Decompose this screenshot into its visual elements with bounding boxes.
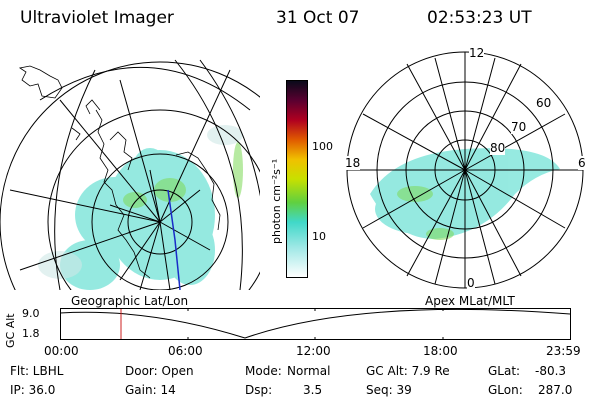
coastline	[18, 65, 221, 279]
ip-value: IP: 36.0	[10, 383, 56, 397]
dsp-value: 3.5	[303, 383, 323, 397]
filter-value: Flt: LBHL	[10, 364, 64, 378]
graticule	[0, 59, 260, 290]
colorbar-tick-10: 10	[312, 230, 326, 243]
glat-value: -80.3	[535, 364, 567, 378]
satellite-track	[167, 189, 181, 290]
sequence-number: Seq: 39	[366, 383, 412, 397]
mlt-label-12: 12	[469, 46, 485, 60]
door-status: Door: Open	[125, 364, 194, 378]
mlt-label-0: 0	[467, 276, 475, 290]
glon-label: GLon:	[488, 383, 523, 397]
dsp-label: Dsp:	[245, 383, 273, 397]
polar-plot	[346, 51, 584, 289]
geographic-caption: Geographic Lat/Lon	[71, 294, 189, 308]
orbit-ytick-min: 1.8	[22, 327, 40, 340]
orbit-xtick-4: 23:59	[546, 344, 581, 358]
color-scale-bar	[286, 80, 308, 278]
image-time: 02:53:23 UT	[427, 8, 532, 28]
lat-label-60: 60	[536, 96, 552, 110]
orbit-ytick-max: 9.0	[22, 307, 40, 320]
mode-label: Mode:	[245, 364, 282, 378]
orbit-axis-label: GC Alt	[4, 313, 17, 348]
image-date: 31 Oct 07	[276, 8, 360, 28]
glat-label: GLat:	[488, 364, 521, 378]
instrument-title: Ultraviolet Imager	[20, 8, 174, 28]
orbit-altitude-chart	[60, 308, 571, 340]
gain-value: Gain: 14	[125, 383, 176, 397]
gc-altitude: GC Alt: 7.9 Re	[366, 364, 450, 378]
apex-caption: Apex MLat/MLT	[425, 294, 515, 308]
polar-grid	[346, 51, 584, 289]
mode-value: Normal	[287, 364, 331, 378]
colorbar-tick-100: 100	[312, 140, 333, 153]
lat-label-80: 80	[490, 141, 506, 155]
lat-label-70: 70	[511, 120, 527, 134]
mlt-label-6: 6	[578, 156, 586, 170]
geographic-map	[0, 59, 260, 290]
mlt-label-18: 18	[345, 156, 361, 170]
orbit-xtick-0: 00:00	[44, 344, 79, 358]
glon-value: 287.0	[538, 383, 573, 397]
orbit-xtick-1: 06:00	[168, 344, 203, 358]
orbit-xtick-2: 12:00	[296, 344, 331, 358]
colorbar-unit-label: photon cm⁻²s⁻¹	[270, 158, 283, 244]
orbit-xtick-3: 18:00	[423, 344, 458, 358]
